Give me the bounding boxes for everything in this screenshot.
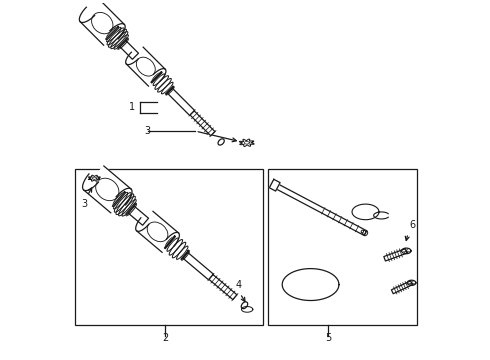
Polygon shape	[167, 233, 179, 246]
Bar	[75, 169, 263, 325]
Polygon shape	[88, 175, 100, 181]
Polygon shape	[106, 27, 119, 40]
Text: 5: 5	[325, 333, 331, 343]
Polygon shape	[128, 206, 148, 225]
Polygon shape	[166, 86, 174, 95]
Polygon shape	[136, 218, 148, 231]
Polygon shape	[116, 188, 132, 205]
Polygon shape	[79, 7, 95, 23]
Polygon shape	[153, 69, 166, 81]
Polygon shape	[209, 275, 237, 300]
Polygon shape	[125, 52, 138, 65]
Polygon shape	[84, 166, 131, 213]
Polygon shape	[126, 47, 165, 86]
Polygon shape	[126, 203, 136, 215]
Ellipse shape	[361, 230, 364, 233]
Polygon shape	[151, 72, 162, 83]
Polygon shape	[112, 192, 125, 207]
Polygon shape	[402, 248, 411, 254]
Polygon shape	[407, 280, 416, 285]
Polygon shape	[270, 179, 280, 191]
Polygon shape	[165, 236, 175, 249]
Ellipse shape	[241, 302, 247, 309]
Polygon shape	[120, 41, 139, 59]
Text: 2: 2	[162, 333, 169, 343]
Text: 1: 1	[129, 102, 135, 112]
Polygon shape	[181, 251, 189, 260]
Polygon shape	[190, 111, 215, 136]
Polygon shape	[118, 38, 127, 48]
Polygon shape	[110, 24, 125, 39]
Polygon shape	[240, 139, 254, 147]
Ellipse shape	[362, 230, 366, 234]
Text: 4: 4	[235, 280, 242, 290]
Polygon shape	[392, 281, 413, 294]
Text: 6: 6	[409, 220, 415, 230]
Polygon shape	[137, 211, 178, 252]
Polygon shape	[168, 88, 195, 116]
Polygon shape	[83, 174, 98, 190]
Polygon shape	[183, 253, 214, 280]
Bar	[268, 169, 417, 325]
Ellipse shape	[218, 139, 224, 145]
Polygon shape	[270, 181, 367, 235]
Text: 3: 3	[82, 199, 88, 209]
Polygon shape	[384, 249, 407, 261]
Text: 3: 3	[144, 126, 150, 136]
Polygon shape	[80, 1, 124, 45]
